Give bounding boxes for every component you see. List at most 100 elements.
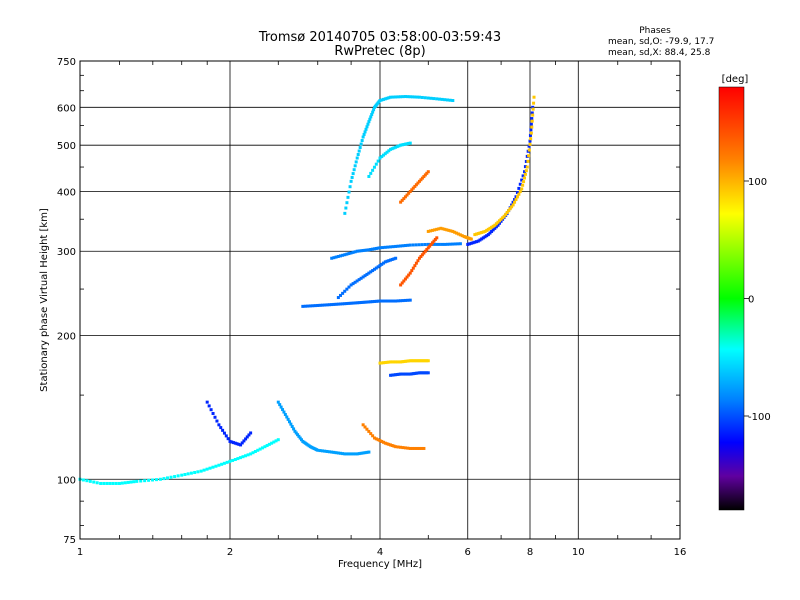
x-axis: 1 2 4 6 8 10 16 bbox=[77, 61, 686, 558]
data-point bbox=[403, 95, 407, 99]
data-point bbox=[490, 229, 494, 233]
data-point bbox=[334, 451, 338, 455]
data-point bbox=[290, 425, 294, 429]
data-point bbox=[518, 182, 522, 186]
data-point bbox=[475, 232, 479, 236]
data-point bbox=[371, 168, 375, 172]
data-point bbox=[162, 477, 166, 481]
data-point bbox=[388, 299, 392, 303]
data-point bbox=[414, 261, 418, 265]
data-point bbox=[514, 198, 518, 202]
data-point bbox=[394, 373, 398, 377]
data-point bbox=[287, 420, 291, 424]
data-point bbox=[263, 445, 267, 449]
data-point bbox=[416, 181, 420, 185]
data-point bbox=[359, 249, 363, 253]
data-point bbox=[395, 360, 399, 364]
data-point bbox=[325, 303, 329, 307]
data-point bbox=[466, 242, 470, 246]
data-point bbox=[507, 209, 511, 213]
data-point bbox=[387, 96, 391, 100]
data-point bbox=[369, 247, 373, 251]
data-point bbox=[356, 153, 360, 157]
data-point bbox=[382, 97, 386, 101]
data-point bbox=[183, 472, 187, 476]
data-point bbox=[399, 244, 403, 248]
data-point bbox=[294, 431, 298, 435]
data-point bbox=[225, 460, 229, 464]
data-point bbox=[513, 200, 517, 204]
data-point bbox=[530, 111, 534, 115]
data-point bbox=[527, 154, 531, 158]
data-point bbox=[365, 300, 369, 304]
data-point bbox=[387, 259, 391, 263]
data-point bbox=[385, 96, 389, 100]
data-point bbox=[372, 108, 376, 112]
data-point bbox=[501, 216, 505, 220]
data-point bbox=[345, 452, 349, 456]
data-point bbox=[347, 252, 351, 256]
data-point bbox=[363, 300, 367, 304]
data-point bbox=[318, 449, 322, 453]
data-point bbox=[397, 360, 401, 364]
data-point bbox=[316, 448, 320, 452]
data-point bbox=[350, 175, 354, 179]
data-point bbox=[411, 446, 415, 450]
data-point bbox=[428, 229, 432, 233]
data-point bbox=[399, 143, 403, 147]
data-point bbox=[446, 242, 450, 246]
data-point bbox=[351, 172, 355, 176]
data-point bbox=[411, 243, 415, 247]
colorbar-tick-label: 100 bbox=[748, 177, 767, 188]
data-point bbox=[345, 287, 349, 291]
data-point bbox=[369, 115, 373, 119]
data-point bbox=[372, 299, 376, 303]
data-point bbox=[395, 372, 399, 376]
y-tick-label: 300 bbox=[57, 247, 76, 258]
data-point bbox=[432, 242, 436, 246]
y-tick-label: 400 bbox=[57, 187, 76, 198]
data-point bbox=[316, 303, 320, 307]
data-point bbox=[405, 359, 409, 363]
data-point bbox=[245, 435, 249, 439]
data-point bbox=[383, 441, 387, 445]
data-point bbox=[435, 236, 439, 240]
data-point bbox=[361, 249, 365, 253]
x-tick-label: 6 bbox=[465, 547, 471, 558]
data-point bbox=[416, 371, 420, 375]
data-point bbox=[382, 361, 386, 365]
data-point bbox=[471, 241, 475, 245]
data-point bbox=[166, 476, 170, 480]
data-point bbox=[443, 242, 447, 246]
data-point bbox=[399, 200, 403, 204]
data-point bbox=[478, 238, 482, 242]
data-point bbox=[258, 447, 262, 451]
data-point bbox=[281, 408, 285, 412]
data-point bbox=[367, 450, 371, 454]
data-point bbox=[403, 372, 407, 376]
data-point bbox=[387, 360, 391, 364]
data-point bbox=[416, 359, 420, 363]
data-point bbox=[410, 188, 414, 192]
data-point bbox=[256, 448, 260, 452]
chart-title: Tromsø 20140705 03:58:00-03:59:43 bbox=[258, 30, 501, 45]
data-point bbox=[435, 242, 439, 246]
data-point bbox=[345, 252, 349, 256]
data-point bbox=[376, 159, 380, 163]
data-point bbox=[390, 444, 394, 448]
data-point bbox=[349, 179, 353, 183]
data-point bbox=[486, 233, 490, 237]
data-point bbox=[426, 371, 430, 375]
data-point bbox=[510, 203, 514, 207]
data-point bbox=[378, 264, 382, 268]
data-point bbox=[222, 461, 226, 465]
data-point bbox=[389, 95, 393, 99]
data-point bbox=[481, 236, 485, 240]
data-point bbox=[348, 185, 352, 189]
data-point bbox=[241, 455, 245, 459]
data-point bbox=[414, 243, 418, 247]
data-point bbox=[358, 146, 362, 150]
data-point bbox=[400, 143, 404, 147]
data-point bbox=[253, 450, 257, 454]
data-point bbox=[341, 291, 345, 295]
